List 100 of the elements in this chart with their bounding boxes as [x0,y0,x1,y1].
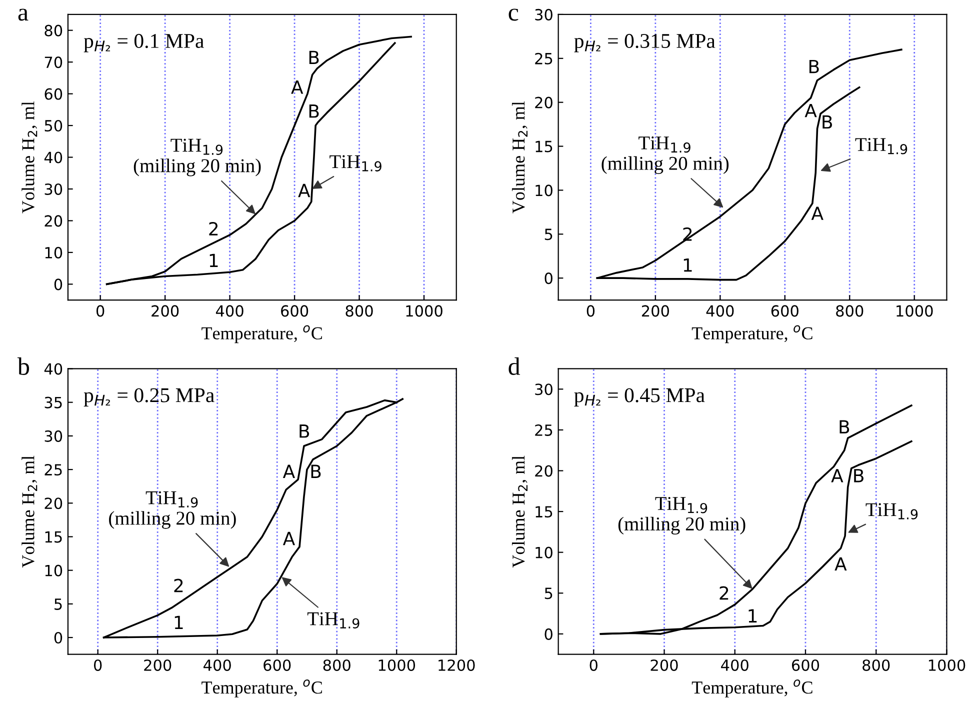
x-tick-label: 400 [706,305,734,317]
annotation: 2 [174,578,183,592]
y-axis-title: Volume H$_{2}$, ml [512,101,528,214]
annotation: TiH$_{1.9}$ [866,503,918,520]
y-tick-label: 5 [544,228,552,240]
x-tick-label: 0 [96,305,104,317]
x-tick-label: 400 [721,659,748,671]
y-tick-label: 25 [535,424,552,436]
y-tick-label: 20 [535,96,552,108]
annotation: B [840,420,850,434]
x-tick-label: 200 [650,659,678,671]
annotation: B [309,50,319,64]
y-tick-label: 10 [536,184,552,196]
x-tick-label: 1000 [928,659,966,671]
y-tick-label: 0 [544,628,552,640]
x-tick-label: 800 [346,305,373,317]
y-axis-title: Volume H$_{2}$, ml [22,101,38,214]
y-tick-label: 25 [44,464,62,476]
y-tick-label: 0 [544,272,552,284]
annotation: TiH$_{1.9}$ [307,612,360,629]
x-tick-label: 1000 [896,305,933,317]
y-tick-label: 30 [535,384,552,396]
y-tick-label: 20 [44,498,62,510]
y-tick-label: 25 [535,52,552,64]
chart-title: b [17,357,30,375]
annotation: 2 [720,586,728,600]
y-tick-label: 35 [44,396,62,408]
annotation: B [854,469,864,482]
y-tick-label: 30 [535,8,552,20]
x-axis-title: Temperature, $^{o}$C [202,325,322,344]
annotation: p$_{H₂}$ = 0.25 MPa [84,388,214,406]
x-tick-label: 600 [281,305,308,317]
annotation: TiH$_{1.9}$ (milling 20 min) [109,491,236,529]
chart-title: a [18,8,28,21]
x-tick-label: 400 [204,659,231,671]
x-tick-label: 200 [144,659,172,671]
y-tick-label: 10 [45,564,62,576]
annotation: A [834,557,847,570]
annotation: 1 [174,616,183,630]
y-tick-label: 40 [44,152,62,164]
annotation: p$_{H₂}$ = 0.315 MPa [574,34,716,52]
annotation: B [309,104,319,118]
x-tick-label: 1000 [378,659,416,671]
annotation: 1 [748,609,757,622]
annotation: TiH$_{1.9}$ (milling 20 min) [134,138,261,176]
y-tick-label: 10 [536,546,552,558]
y-tick-label: 5 [54,598,62,610]
annotation: A [282,464,295,478]
annotation: 1 [684,258,692,272]
annotation: TiH$_{1.9}$ (milling 20 min) [618,496,746,535]
y-tick-label: 70 [44,56,62,68]
annotation: B [311,464,321,478]
y-tick-label: 20 [535,465,552,477]
y-tick-label: 5 [544,588,552,600]
x-tick-label: 0 [586,305,595,317]
annotation: 2 [209,222,218,236]
annotation: p$_{H₂}$ = 0.45 MPa [574,388,705,406]
y-tick-label: 0 [54,632,62,644]
y-tick-label: 15 [45,531,62,543]
x-tick-label: 200 [642,305,669,317]
annotation: B [822,115,832,129]
annotation: TiH$_{1.9}$ [855,138,908,154]
y-tick-label: 40 [44,363,62,375]
annotation: A [298,184,310,198]
x-tick-label: 1200 [438,659,475,671]
y-tick-label: 20 [44,215,62,227]
x-axis-title: Temperature, $^{o}$C [692,680,812,698]
x-tick-label: 400 [216,305,244,317]
annotation: 1 [210,254,218,268]
annotation: TiH$_{1.9}$ (milling 20 min) [602,136,729,174]
y-tick-label: 15 [536,506,552,518]
x-tick-label: 800 [836,305,864,317]
x-tick-label: 1000 [406,305,442,317]
x-axis-title: Temperature, $^{o}$C [202,680,322,698]
y-tick-label: 50 [44,120,62,132]
x-tick-label: 600 [264,659,291,671]
annotation: p$_{H₂}$ = 0.1 MPa [84,34,204,52]
y-tick-label: 10 [45,246,62,258]
y-tick-label: 0 [54,278,62,290]
x-tick-label: 800 [323,659,350,671]
annotation: A [282,532,295,546]
x-tick-label: 0 [590,659,598,671]
x-tick-label: 600 [771,305,798,317]
annotation: A [831,469,844,482]
y-axis-title: Volume H$_{2}$, ml [512,456,528,568]
chart-title: c [508,8,518,21]
annotation: TiH$_{1.9}$ [330,155,382,172]
y-axis-title: Volume H$_{2}$, ml [22,456,38,568]
annotation: A [291,80,304,94]
annotation: B [809,60,819,74]
x-axis-title: Temperature, $^{o}$C [692,325,812,344]
x-tick-label: 0 [94,659,102,671]
chart-title: d [508,357,520,375]
x-tick-label: 200 [152,305,179,317]
y-tick-label: 30 [44,183,62,196]
x-tick-label: 800 [862,659,890,671]
annotation: A [811,206,824,220]
annotation: A [804,104,817,118]
x-tick-label: 600 [792,659,820,671]
y-tick-label: 80 [44,24,62,36]
